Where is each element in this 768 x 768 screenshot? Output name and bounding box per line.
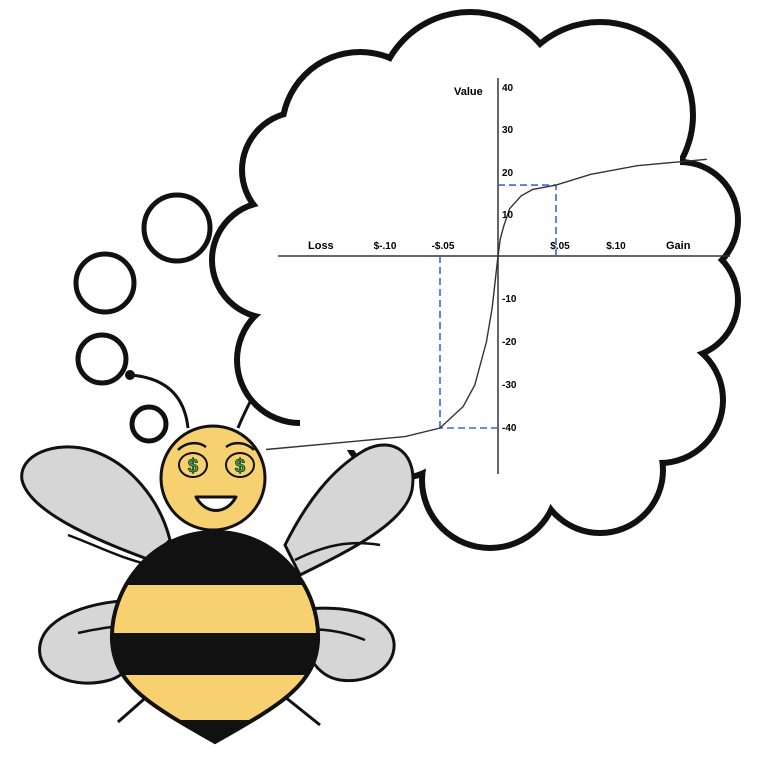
tick-labels: $-.10 -$.05 $.05 $.10 40 30 20 10 -10 -2… bbox=[374, 83, 627, 434]
value-curve bbox=[265, 158, 707, 451]
dollar-eye-right: $ bbox=[235, 456, 246, 477]
antenna-right bbox=[236, 401, 252, 429]
prospect-value-chart: $-.10 -$.05 $.05 $.10 40 30 20 10 -10 -2… bbox=[265, 78, 730, 474]
thought-circle-medium bbox=[73, 251, 137, 315]
body-stripe-yellow bbox=[111, 585, 319, 633]
thought-circle-small bbox=[75, 332, 129, 386]
y-tick-label: -10 bbox=[502, 294, 517, 305]
thought-circle-tiny bbox=[129, 404, 169, 444]
bee: $ $ bbox=[20, 370, 415, 745]
y-tick-label: 30 bbox=[502, 125, 514, 136]
eyebrow-right bbox=[225, 441, 255, 451]
y-tick-label: 10 bbox=[502, 210, 514, 221]
thought-trail bbox=[73, 192, 213, 444]
y-tick-label: -40 bbox=[502, 423, 517, 434]
stinger-tip bbox=[175, 720, 255, 744]
x-tick-label: -$.05 bbox=[432, 241, 455, 252]
y-axis-label: Value bbox=[454, 86, 483, 98]
eyebrow-left bbox=[177, 441, 207, 451]
x-tick-label: $.10 bbox=[606, 241, 626, 252]
eye-left bbox=[178, 452, 208, 478]
wing-upper-left bbox=[20, 445, 172, 562]
y-tick-label: -20 bbox=[502, 337, 517, 348]
x-tick-label: $-.10 bbox=[374, 241, 397, 252]
thought-cloud bbox=[209, 9, 741, 551]
smile bbox=[194, 495, 238, 512]
reference-lines bbox=[439, 184, 557, 429]
dollar-eye-left: $ bbox=[188, 456, 199, 477]
wing-upper-right bbox=[283, 443, 415, 578]
eye-right bbox=[225, 452, 255, 478]
y-tick-label: 40 bbox=[502, 83, 514, 94]
x-axis-label-gain: Gain bbox=[666, 240, 691, 252]
x-axis-label-loss: Loss bbox=[308, 240, 334, 252]
thought-circle-large bbox=[141, 192, 213, 264]
y-tick-label: -30 bbox=[502, 380, 517, 391]
bee-head: $ $ bbox=[159, 424, 267, 532]
x-tick-label: $.05 bbox=[550, 241, 570, 252]
antenna-tip bbox=[125, 370, 135, 380]
antenna-left bbox=[129, 373, 190, 429]
y-tick-label: 20 bbox=[502, 168, 514, 179]
